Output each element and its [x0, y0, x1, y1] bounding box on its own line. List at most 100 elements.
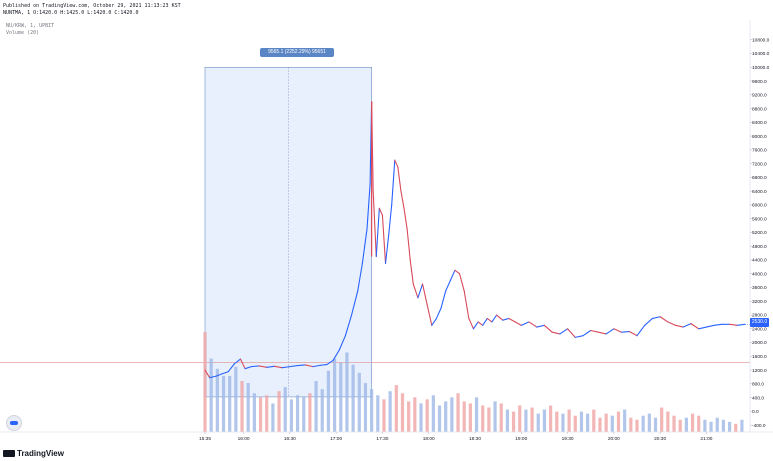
- volume-bar: [351, 364, 355, 432]
- volume-bar: [623, 409, 627, 432]
- price-segment: [344, 314, 353, 337]
- volume-bar: [221, 375, 226, 432]
- price-segment: [690, 323, 700, 330]
- price-segment: [605, 328, 615, 335]
- price-segment: [528, 321, 538, 328]
- price-segment: [472, 321, 479, 330]
- volume-bar: [610, 415, 614, 432]
- tradingview-logo[interactable]: TradingView: [3, 449, 64, 458]
- volume-bar: [641, 415, 645, 432]
- price-segment: [326, 359, 334, 366]
- price-segment: [384, 235, 390, 264]
- price-segment: [397, 166, 402, 192]
- volume-bar: [240, 381, 244, 432]
- range-measure-label: 9565.1 (2252.29%) 95651: [260, 48, 334, 57]
- volume-bar: [283, 387, 287, 432]
- x-tick-label: 20:30: [654, 436, 666, 442]
- y-tick-label: 3200.0: [752, 299, 767, 305]
- y-tick-label: 9600.0: [752, 79, 767, 85]
- volume-bar: [536, 413, 540, 432]
- price-segment: [406, 228, 411, 261]
- y-tick-label: 10000.0: [752, 65, 770, 71]
- y-tick-label: 7200.0: [752, 161, 767, 167]
- price-segment: [239, 358, 246, 370]
- tradingview-mark-icon: [3, 450, 15, 457]
- volume-bar: [252, 393, 256, 432]
- price-segment: [644, 317, 653, 326]
- price-segment: [682, 323, 692, 328]
- price-segment: [273, 365, 283, 369]
- cloud-save-icon[interactable]: [6, 415, 22, 431]
- y-tick-label: 5600.0: [752, 216, 767, 222]
- volume-bar: [431, 395, 435, 432]
- axes-group: -400.0 0.0 400.0 800.0 1200.0 1600.0 2000.0 240…: [0, 20, 773, 442]
- volume-bar: [246, 383, 250, 432]
- y-tick-label: 10800.0: [752, 37, 770, 43]
- price-segment: [421, 283, 428, 306]
- price-segment: [675, 324, 684, 328]
- price-segment: [297, 364, 306, 367]
- volume-bar: [573, 415, 577, 432]
- volume-bar: [567, 409, 571, 432]
- price-segment: [574, 335, 584, 338]
- price-segment: [705, 324, 715, 328]
- price-segment: [351, 290, 359, 316]
- volume-bar: [462, 401, 466, 432]
- x-tick-label: 18:30: [469, 436, 481, 442]
- volume-bar: [277, 391, 281, 432]
- volume-bar: [740, 419, 744, 432]
- volume-bar: [265, 395, 269, 432]
- price-segment: [281, 366, 291, 369]
- x-tick-label: 21:00: [700, 436, 712, 442]
- volume-bar: [561, 413, 565, 432]
- y-tick-label: 8000.0: [752, 134, 767, 140]
- price-segment: [391, 159, 396, 206]
- price-segment: [375, 207, 380, 258]
- price-segment: [445, 280, 451, 292]
- volume-legend[interactable]: Volume (20): [6, 30, 40, 36]
- y-tick-label: 400.0: [752, 395, 764, 401]
- price-segment: [378, 207, 383, 216]
- price-segment: [651, 316, 661, 320]
- price-segment: [590, 329, 599, 333]
- volume-bar: [727, 421, 732, 432]
- volume-bar: [666, 411, 670, 432]
- volume-bar: [345, 352, 349, 432]
- volume-bar: [635, 419, 639, 432]
- range-measure-group: [204, 66, 372, 398]
- price-segment: [258, 365, 268, 368]
- symbol-legend[interactable]: NU/KRW, 1, UPBIT: [6, 23, 55, 29]
- volume-bars-group: [203, 332, 744, 432]
- price-segment: [613, 328, 623, 333]
- volume-bar: [289, 399, 293, 432]
- volume-bar: [660, 407, 664, 432]
- volume-bar: [647, 413, 651, 432]
- y-tick-label: 4000.0: [752, 271, 767, 277]
- y-tick-label: 4800.0: [752, 244, 767, 250]
- price-segment: [486, 317, 493, 323]
- volume-bar: [258, 397, 263, 432]
- price-segment: [431, 317, 437, 326]
- x-tick-label: 17:00: [330, 436, 342, 442]
- y-tick-label: 1200.0: [752, 368, 767, 374]
- price-segment: [440, 290, 447, 309]
- volume-bar: [697, 415, 701, 432]
- price-segment: [491, 314, 498, 323]
- volume-bar: [234, 366, 238, 432]
- price-segment: [366, 183, 371, 230]
- price-segment: [332, 349, 340, 361]
- x-tick-label: 15:35: [199, 436, 211, 442]
- price-segment: [209, 375, 217, 379]
- ohlc-readout: NUNTMA, 1 O:1420.0 H:1425.0 L:1420.0 C:1…: [3, 10, 139, 16]
- price-segment: [667, 321, 677, 326]
- price-segment: [403, 207, 408, 230]
- volume-bar: [363, 383, 368, 432]
- volume-bar: [450, 397, 454, 432]
- price-segment: [412, 283, 419, 299]
- y-tick-label: 6400.0: [752, 189, 767, 195]
- price-segment: [372, 190, 377, 258]
- volume-bar: [437, 405, 442, 432]
- price-segment: [244, 366, 252, 370]
- volume-bar: [339, 362, 343, 432]
